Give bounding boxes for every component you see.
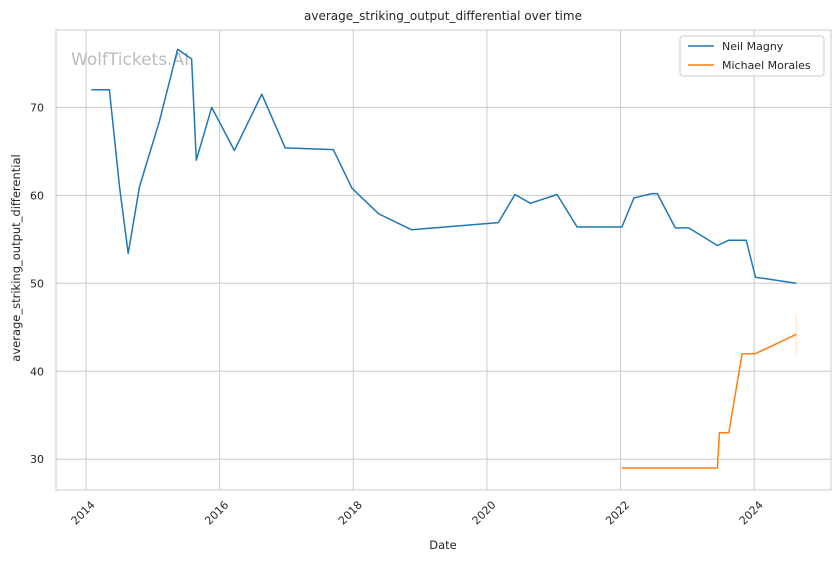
y-tick-label: 70 (30, 101, 44, 114)
grid (56, 30, 831, 490)
y-tick-label: 30 (30, 453, 44, 466)
legend-label-neil-magny: Neil Magny (722, 40, 784, 53)
series (91, 48, 797, 469)
y-tick-label: 60 (30, 189, 44, 202)
y-tick-label: 40 (30, 365, 44, 378)
x-axis-label: Date (429, 538, 457, 552)
watermark: WolfTickets.AI (71, 50, 189, 70)
legend: Neil Magny Michael Morales (679, 35, 825, 77)
neil-magny-line (91, 48, 797, 285)
legend-label-michael-morales: Michael Morales (722, 59, 811, 72)
y-axis-label: average_striking_output_differential (9, 154, 23, 361)
plot-frame (55, 29, 832, 491)
y-tick-label: 50 (30, 277, 44, 290)
y-axis-ticks: 30 40 50 60 70 (30, 101, 44, 466)
michael-morales-line (621, 333, 797, 469)
legend-box (679, 35, 825, 77)
chart-title: average_striking_output_differential ove… (304, 9, 582, 23)
